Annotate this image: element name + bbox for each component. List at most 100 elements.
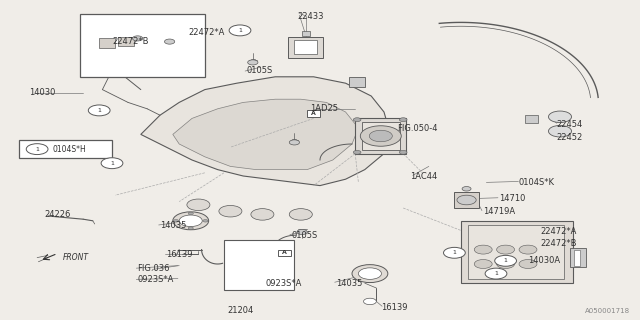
Text: 14710: 14710 [499,194,525,203]
Text: 16139: 16139 [166,250,193,259]
Text: 22472*A: 22472*A [541,228,577,236]
Circle shape [179,215,202,227]
Text: 1: 1 [35,147,39,152]
Text: 0105S: 0105S [246,66,273,75]
Circle shape [358,268,381,279]
Text: 22472*B: 22472*B [112,37,148,46]
Circle shape [251,209,274,220]
Text: FRONT: FRONT [63,253,89,262]
Text: 14719A: 14719A [483,207,515,216]
Circle shape [164,39,175,44]
Circle shape [353,118,361,122]
Circle shape [457,195,476,205]
Text: A: A [282,250,287,255]
Bar [574,250,580,266]
Circle shape [548,111,572,123]
Circle shape [519,260,537,268]
Circle shape [203,220,208,222]
Circle shape [173,212,209,230]
Circle shape [548,125,572,137]
Text: 22472*B: 22472*B [541,239,577,248]
Text: 1: 1 [494,271,498,276]
Text: 14030: 14030 [29,88,55,97]
Circle shape [399,118,407,122]
Text: 16139: 16139 [381,303,407,312]
Bar [454,192,479,208]
Text: 1: 1 [504,258,508,263]
Circle shape [399,150,407,154]
Circle shape [364,298,376,305]
Text: 24226: 24226 [45,210,71,219]
Text: 22452: 22452 [557,133,583,142]
Text: 0104S*H: 0104S*H [52,145,86,154]
Text: 0923S*A: 0923S*A [138,276,174,284]
Circle shape [289,209,312,220]
Circle shape [495,255,516,266]
Circle shape [229,25,251,36]
Circle shape [88,105,110,116]
Text: FIG.036: FIG.036 [138,264,170,273]
Polygon shape [141,77,390,186]
Circle shape [173,220,179,222]
Text: A050001718: A050001718 [585,308,630,314]
Bar [118,37,134,46]
Bar [99,38,115,48]
Circle shape [360,126,401,146]
Text: 0923S*A: 0923S*A [266,279,302,288]
Circle shape [485,268,507,279]
Circle shape [187,199,210,211]
Circle shape [444,247,465,258]
Bar [570,248,586,267]
Text: 1: 1 [452,250,456,255]
Bar [461,221,573,283]
Circle shape [474,245,492,254]
Bar [349,77,365,87]
Text: 1AC44: 1AC44 [410,172,437,180]
Text: 1AD25: 1AD25 [310,104,339,113]
Bar [468,225,564,279]
Text: 14030A: 14030A [528,256,560,265]
Circle shape [369,130,392,142]
Bar [294,40,317,54]
Text: 22472*A: 22472*A [189,28,225,36]
Circle shape [132,36,143,41]
Text: 0105S: 0105S [291,231,317,240]
Circle shape [188,227,193,229]
Bar [288,37,323,58]
Circle shape [497,245,515,254]
Circle shape [497,260,515,268]
Circle shape [101,158,123,169]
Text: 14035: 14035 [336,279,362,288]
Bar [362,122,400,150]
Bar [307,110,320,117]
Text: 22454: 22454 [557,120,583,129]
Circle shape [353,150,361,154]
Circle shape [248,60,258,65]
Text: FIG.050-4: FIG.050-4 [397,124,437,132]
Bar [80,14,205,77]
Text: 21204: 21204 [227,306,253,315]
Bar [224,240,294,290]
Text: A: A [311,111,316,116]
Text: 0104S*K: 0104S*K [518,178,554,187]
Text: 14035: 14035 [160,221,186,230]
Bar [525,115,538,123]
Circle shape [289,140,300,145]
Circle shape [519,245,537,254]
Bar [19,140,112,158]
Bar [278,250,291,256]
Circle shape [188,212,193,215]
Circle shape [297,229,307,235]
Circle shape [352,265,388,283]
Circle shape [462,187,471,191]
Circle shape [219,205,242,217]
Bar [355,118,406,154]
Bar [302,31,310,36]
Text: 22433: 22433 [298,12,324,20]
Text: 1: 1 [238,28,242,33]
Circle shape [474,260,492,268]
Polygon shape [173,99,358,170]
Text: 1: 1 [110,161,114,166]
Circle shape [26,144,48,155]
Text: 1: 1 [97,108,101,113]
